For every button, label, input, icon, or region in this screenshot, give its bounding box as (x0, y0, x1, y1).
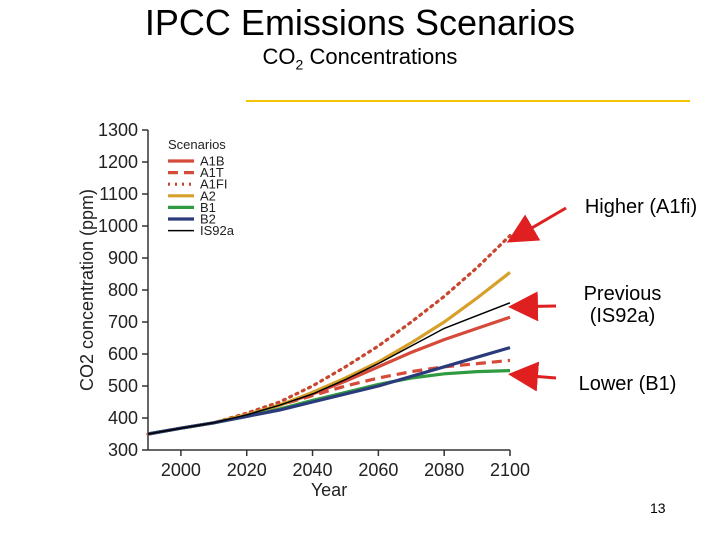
callout-previous: Previous (IS92a) (560, 283, 685, 327)
y-tick-label-400: 400 (108, 408, 138, 428)
legend-title: Scenarios (168, 137, 226, 152)
series-line-a1fi (146, 234, 512, 436)
legend-label-is92a: IS92a (200, 223, 235, 238)
y-tick-label-700: 700 (108, 312, 138, 332)
callout-lower-text: Lower (B1) (578, 373, 677, 395)
x-tick-label-2080: 2080 (424, 460, 464, 480)
subtitle-subscript: 2 (295, 56, 304, 73)
page-number: 13 (650, 500, 666, 516)
callout-lower: Lower (B1) (560, 373, 695, 395)
legend-label-a1t: A1T (200, 165, 224, 180)
legend-label-a1b: A1B (200, 154, 225, 169)
y-tick-label-1200: 1200 (98, 152, 138, 172)
callout-previous-line2: (IS92a) (589, 305, 656, 327)
x-tick-label-2040: 2040 (293, 460, 333, 480)
slide-subtitle: CO2 Concentrations (0, 44, 720, 72)
callout-higher: Higher (A1fi) (566, 196, 716, 218)
y-tick-label-800: 800 (108, 280, 138, 300)
y-tick-label-1000: 1000 (98, 216, 138, 236)
y-tick-label-1300: 1300 (98, 120, 138, 140)
series-line-b2 (147, 346, 511, 436)
legend-label-a2: A2 (200, 188, 216, 203)
x-tick-label-2100: 2100 (490, 460, 530, 480)
y-tick-label-300: 300 (108, 440, 138, 460)
y-tick-label-1100: 1100 (99, 184, 138, 204)
y-tick-label-500: 500 (108, 376, 138, 396)
series-line-is92a (147, 302, 511, 435)
x-tick-label-2020: 2020 (227, 460, 267, 480)
y-tick-label-600: 600 (108, 344, 138, 364)
arrow-previous (508, 291, 557, 322)
legend-label-a1fi: A1FI (200, 177, 227, 192)
legend-label-b1: B1 (200, 200, 216, 215)
legend-label-b2: B2 (200, 212, 216, 227)
title-divider (246, 100, 690, 102)
callout-previous-line1: Previous (583, 283, 662, 305)
slide-title: IPCC Emissions Scenarios (144, 2, 576, 43)
x-axis-label: Year (311, 480, 347, 500)
subtitle-rest: Concentrations (303, 44, 458, 69)
arrow-higher (506, 206, 567, 243)
x-tick-label-2000: 2000 (161, 460, 201, 480)
y-axis-label: CO2 concentration (ppm) (77, 189, 97, 391)
series-line-a2 (147, 271, 511, 436)
callout-higher-text: Higher (A1fi) (584, 196, 698, 218)
arrow-lower (508, 361, 557, 392)
callout-arrows (506, 206, 567, 392)
subtitle-main: CO (262, 44, 296, 69)
y-tick-label-900: 900 (108, 248, 138, 268)
x-tick-label-2060: 2060 (358, 460, 398, 480)
